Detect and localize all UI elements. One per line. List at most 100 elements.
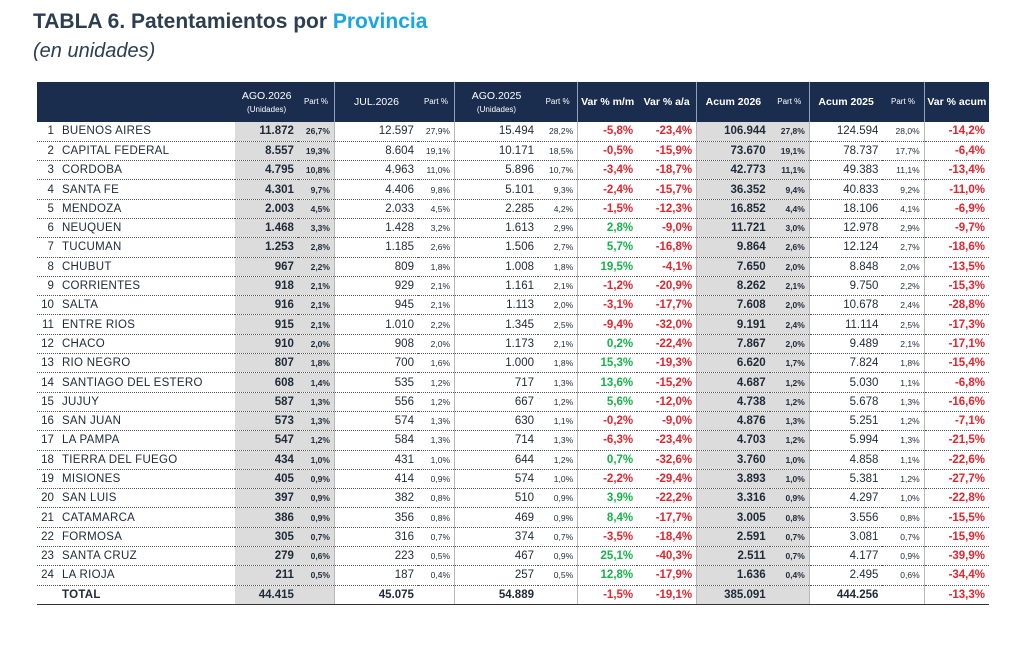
ago2025-part-cell: 1,2% [538,392,578,412]
ago2026-part-cell: 2,0% [297,334,335,355]
var-mm-cell: 19,5% [577,257,638,277]
acum2025-part-cell: 4,1% [882,199,925,219]
jul2026-part-cell: 1,3% [417,411,455,432]
ago2025-part-cell: 18,5% [538,141,578,162]
acum2026-units-cell: 3.316 [696,488,770,509]
acum2025-part-cell: 1,3% [882,392,925,412]
ago2025-part-cell [538,585,578,605]
jul2026-part-cell: 1,0% [417,450,455,470]
var-aa-cell: -32,0% [637,314,697,335]
header-acum2026: Acum 2026 [696,82,770,122]
ago2025-part-cell: 9,3% [538,179,578,200]
acum2025-units-cell: 3.556 [808,507,883,528]
acum2026-part-cell: 1,2% [769,372,810,393]
ago2025-part-cell: 1,3% [538,430,578,451]
var-acum-cell: -13,3% [923,585,989,605]
var-aa-cell: -12,0% [637,392,697,412]
header-provincia [59,82,236,122]
jul2026-part-cell: 27,9% [417,122,455,142]
acum2025-part-cell: 28,0% [882,122,925,142]
ago2025-units-cell: 714 [454,430,538,451]
jul2026-units-cell: 556 [333,392,418,412]
row-index-cell: 18 [37,450,60,470]
ago2026-units-cell: 547 [235,430,298,451]
jul2026-part-cell: 11,0% [417,160,455,181]
ago2026-part-cell: 9,7% [297,179,335,200]
var-aa-cell: -12,3% [637,199,697,219]
table-row: 5 MENDOZA 2.003 4,5% 2.033 4,5% 2.285 4,2% -1,5%… [37,199,989,219]
acum2026-part-cell: 19,1% [769,141,810,162]
ago2025-units-cell: 1.000 [454,353,538,374]
ago2026-part-cell: 0,6% [297,546,335,567]
var-acum-cell: -39,9% [923,546,989,567]
acum2026-units-cell: 73.670 [696,141,770,162]
header-index [37,82,60,122]
ago2026-part-cell: 0,5% [297,565,335,586]
var-acum-cell: -15,5% [923,507,989,528]
ago2026-part-cell: 10,8% [297,160,335,181]
table-row: 2 CAPITAL FEDERAL 8.557 19,3% 8.604 19,1% 10.1… [37,141,989,162]
acum2026-part-cell: 0,9% [769,488,810,509]
header-row: AGO.2026 (Unidades) Part % JUL.2026 Part … [37,82,989,122]
var-mm-cell: -1,5% [577,585,638,605]
provincia-cell: SAN LUIS [59,488,236,509]
var-acum-cell: -18,6% [923,237,989,258]
ago2025-units-cell: 574 [454,469,538,490]
ago2026-part-cell: 1,4% [297,372,335,393]
jul2026-units-cell: 908 [333,334,418,355]
acum2026-part-cell: 2,0% [769,334,810,355]
acum2025-units-cell: 5.678 [808,392,883,412]
ago2026-units-cell: 2.003 [235,199,298,219]
acum2026-units-cell: 4.738 [696,392,770,412]
ago2025-part-cell: 0,7% [538,527,578,548]
acum2026-part-cell: 0,4% [769,565,810,586]
var-acum-cell: -27,7% [923,469,989,490]
var-mm-cell: -0,5% [577,141,638,162]
row-index-cell: 21 [37,507,60,528]
table-row: 9 CORRIENTES 918 2,1% 929 2,1% 1.161 2,1% -1,2% -… [37,276,989,297]
table-row: 15 JUJUY 587 1,3% 556 1,2% 667 1,2% 5,6% -12,0% 4.… [37,392,989,412]
table-row: 20 SAN LUIS 397 0,9% 382 0,8% 510 0,9% 3,9% -22,2… [37,488,989,509]
var-mm-cell: -2,2% [577,469,638,490]
ago2026-part-cell: 0,9% [297,469,335,490]
jul2026-units-cell: 382 [333,488,418,509]
ago2026-units-cell: 807 [235,353,298,374]
title-highlight: Provincia [332,10,428,33]
ago2026-part-cell: 2,1% [297,295,335,316]
row-index-cell: 8 [37,257,60,277]
jul2026-units-cell: 414 [333,469,418,490]
ago2026-part-cell: 4,5% [297,199,335,219]
ago2025-part-cell: 2,0% [538,295,578,316]
acum2026-units-cell: 3.893 [696,469,770,490]
row-index-cell: 23 [37,546,60,567]
var-aa-cell: -15,9% [637,141,697,162]
ago2025-part-cell: 2,1% [538,276,578,297]
ago2026-part-cell [297,585,335,605]
jul2026-units-cell: 584 [333,430,418,451]
acum2026-units-cell: 36.352 [696,179,770,200]
ago2026-units-cell: 434 [235,450,298,470]
table-row: 22 FORMOSA 305 0,7% 316 0,7% 374 0,7% -3,5% -18,4… [37,527,989,548]
jul2026-part-cell: 0,9% [417,469,455,490]
var-aa-cell: -16,8% [637,237,697,258]
acum2025-part-cell: 1,2% [882,411,925,432]
ago2025-units-cell: 644 [454,450,538,470]
table-row: 18 TIERRA DEL FUEGO 434 1,0% 431 1,0% 644 1,2% 0… [37,450,989,470]
ago2026-units-cell: 967 [235,257,298,277]
jul2026-part-cell: 2,1% [417,276,455,297]
jul2026-units-cell: 809 [333,257,418,277]
jul2026-part-cell: 4,5% [417,199,455,219]
ago2026-units-cell: 587 [235,392,298,412]
acum2025-part-cell [882,585,925,605]
acum2026-units-cell: 11.721 [696,218,770,239]
table-row: 6 NEUQUEN 1.468 3,3% 1.428 3,2% 1.613 2,9% 2,8% -… [37,218,989,239]
acum2026-units-cell: 106.944 [696,122,770,142]
jul2026-units-cell: 574 [333,411,418,432]
header-part-1: Part % [297,82,335,122]
ago2026-units-cell: 44.415 [235,585,298,605]
ago2026-part-cell: 0,9% [297,488,335,509]
ago2026-units-cell: 1.253 [235,237,298,258]
acum2025-part-cell: 9,2% [882,179,925,200]
acum2026-part-cell: 3,0% [769,218,810,239]
acum2025-units-cell: 78.737 [808,141,883,162]
